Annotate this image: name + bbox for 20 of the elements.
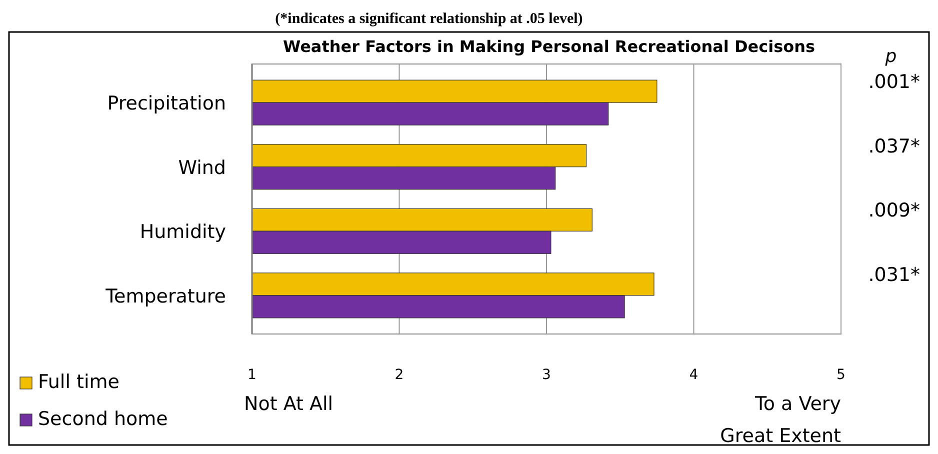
- legend-label: Second home: [38, 408, 168, 430]
- text: To a Very Great Extent: [720, 393, 841, 447]
- x-tick-label: 1: [248, 367, 256, 383]
- chart-title: Weather Factors in Making Personal Recreational Decisons: [283, 37, 815, 56]
- y-tick-label: Temperature: [104, 285, 226, 308]
- text: p: [884, 46, 897, 67]
- text: Not At All: [244, 393, 334, 415]
- text: (*indicates a significant relationship at .05 level): [275, 11, 583, 27]
- y-tick-label: Wind: [178, 156, 226, 179]
- x-tick-label: 2: [394, 367, 404, 383]
- text: .009*: [868, 200, 920, 222]
- text: .037*: [868, 135, 920, 158]
- text: .001*: [868, 71, 920, 94]
- text: .031*: [868, 264, 920, 286]
- x-tick-label: 5: [836, 367, 846, 383]
- x-tick-label: 4: [689, 367, 698, 383]
- x-tick-label: 3: [542, 367, 551, 383]
- y-tick-label: Humidity: [140, 221, 226, 244]
- y-tick-label: Precipitation: [107, 92, 226, 115]
- legend-label: Full time: [38, 371, 120, 393]
